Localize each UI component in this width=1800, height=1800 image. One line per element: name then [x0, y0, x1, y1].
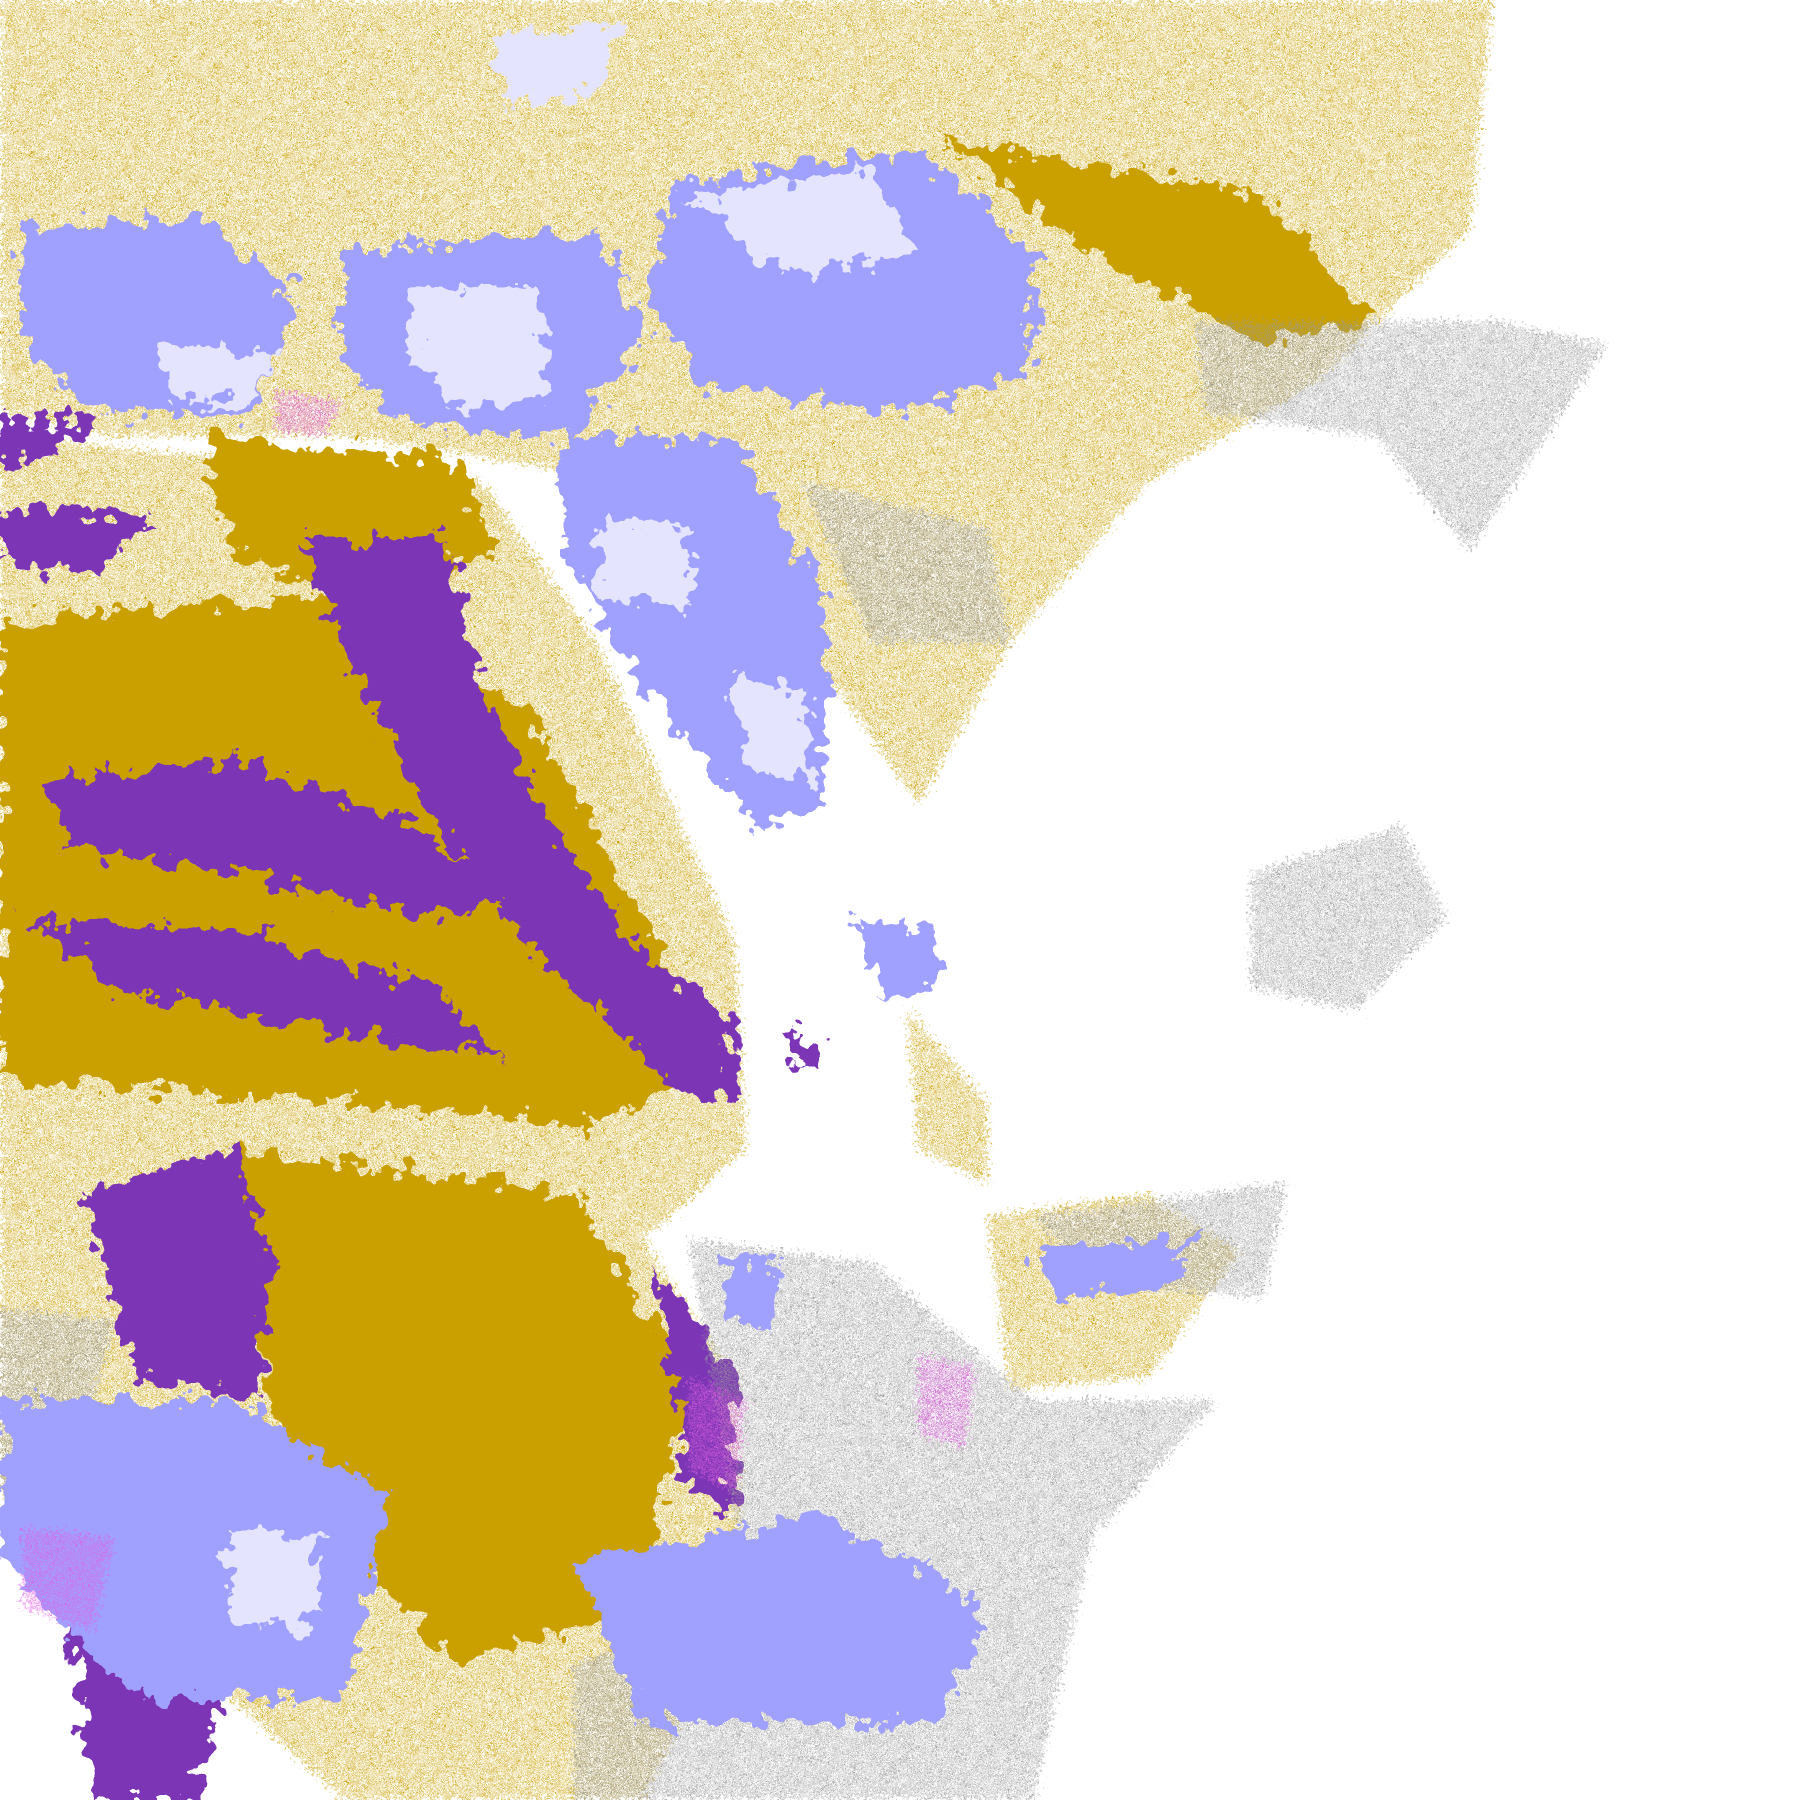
light-lavender-cloud-layer — [160, 22, 919, 1631]
magenta-cloud-layer — [22, 390, 976, 1631]
